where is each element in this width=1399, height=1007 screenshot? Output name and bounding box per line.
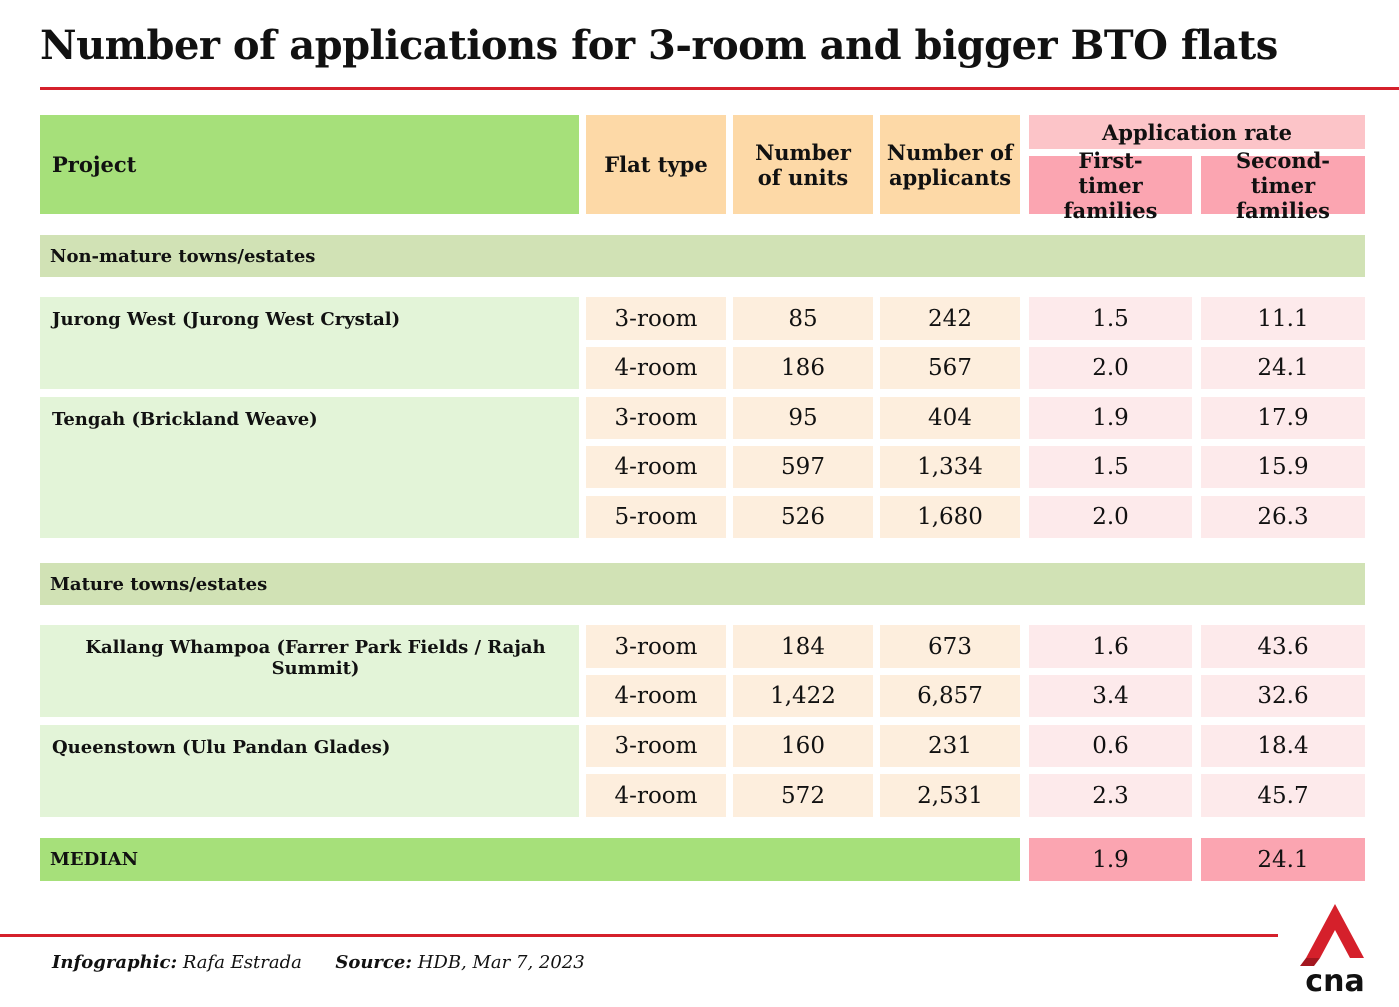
first-timer-rate-cell: 2.3: [1029, 774, 1192, 817]
footer-divider: [0, 934, 1278, 937]
flat-type-cell: 3-room: [586, 297, 726, 340]
project-kallang-whampoa: Kallang Whampoa (Farrer Park Fields / Ra…: [40, 625, 579, 717]
first-timer-rate-cell: 1.5: [1029, 297, 1192, 340]
first-timer-rate-cell: 1.5: [1029, 446, 1192, 488]
applicants-cell: 1,680: [880, 496, 1020, 538]
flat-type-cell: 4-room: [586, 675, 726, 717]
cna-logo: cna: [1296, 902, 1374, 999]
header-flat-type: Flat type: [586, 115, 726, 214]
second-timer-rate-cell: 18.4: [1201, 725, 1365, 767]
units-cell: 160: [733, 725, 873, 767]
second-timer-rate-cell: 17.9: [1201, 397, 1365, 439]
header-number-of-units: Number of units: [733, 115, 873, 214]
infographic-label: Infographic:: [52, 952, 178, 973]
median-second-timer-rate: 24.1: [1201, 838, 1365, 881]
first-timer-rate-cell: 2.0: [1029, 347, 1192, 389]
applicants-cell: 673: [880, 625, 1020, 668]
project-queenstown: Queenstown (Ulu Pandan Glades): [40, 725, 579, 817]
source-label: Source:: [335, 952, 412, 973]
units-cell: 1,422: [733, 675, 873, 717]
title-divider: [40, 87, 1399, 90]
header-second-timer-families: Second-timer families: [1201, 148, 1365, 223]
project-tengah: Tengah (Brickland Weave): [40, 397, 579, 538]
first-timer-rate-cell: 1.6: [1029, 625, 1192, 668]
section-header-mature: Mature towns/estates: [40, 563, 1365, 605]
applicants-cell: 404: [880, 397, 1020, 439]
median-first-timer-rate: 1.9: [1029, 838, 1192, 881]
flat-type-cell: 4-room: [586, 347, 726, 389]
page-title: Number of applications for 3-room and bi…: [40, 22, 1278, 69]
applicants-cell: 567: [880, 347, 1020, 389]
units-cell: 526: [733, 496, 873, 538]
second-timer-rate-cell: 32.6: [1201, 675, 1365, 717]
units-cell: 85: [733, 297, 873, 340]
infographic-credit: Rafa Estrada: [182, 952, 302, 973]
second-timer-rate-cell: 11.1: [1201, 297, 1365, 340]
flat-type-cell: 4-room: [586, 774, 726, 817]
units-cell: 184: [733, 625, 873, 668]
header-number-of-applicants: Number of applicants: [880, 115, 1020, 214]
units-cell: 186: [733, 347, 873, 389]
flat-type-cell: 5-room: [586, 496, 726, 538]
applicants-cell: 1,334: [880, 446, 1020, 488]
header-first-timer-families: First-timer families: [1029, 148, 1192, 223]
second-timer-rate-cell: 15.9: [1201, 446, 1365, 488]
svg-text:cna: cna: [1305, 964, 1364, 997]
flat-type-cell: 3-room: [586, 725, 726, 767]
second-timer-rate-cell: 24.1: [1201, 347, 1365, 389]
first-timer-rate-cell: 2.0: [1029, 496, 1192, 538]
first-timer-rate-cell: 1.9: [1029, 397, 1192, 439]
applicants-cell: 2,531: [880, 774, 1020, 817]
second-timer-rate-cell: 45.7: [1201, 774, 1365, 817]
first-timer-rate-cell: 3.4: [1029, 675, 1192, 717]
applicants-cell: 231: [880, 725, 1020, 767]
second-timer-rate-cell: 26.3: [1201, 496, 1365, 538]
header-application-rate: Application rate: [1029, 115, 1365, 149]
source-credit: HDB, Mar 7, 2023: [417, 952, 585, 973]
second-timer-rate-cell: 43.6: [1201, 625, 1365, 668]
median-label: MEDIAN: [40, 838, 1020, 881]
flat-type-cell: 3-room: [586, 397, 726, 439]
section-header-non-mature: Non-mature towns/estates: [40, 235, 1365, 277]
applicants-cell: 242: [880, 297, 1020, 340]
units-cell: 572: [733, 774, 873, 817]
units-cell: 95: [733, 397, 873, 439]
footer-credits: Infographic: Rafa Estrada Source: HDB, M…: [52, 952, 585, 973]
flat-type-cell: 4-room: [586, 446, 726, 488]
applicants-cell: 6,857: [880, 675, 1020, 717]
first-timer-rate-cell: 0.6: [1029, 725, 1192, 767]
header-project: Project: [40, 115, 579, 214]
project-jurong-west: Jurong West (Jurong West Crystal): [40, 297, 579, 389]
flat-type-cell: 3-room: [586, 625, 726, 668]
units-cell: 597: [733, 446, 873, 488]
